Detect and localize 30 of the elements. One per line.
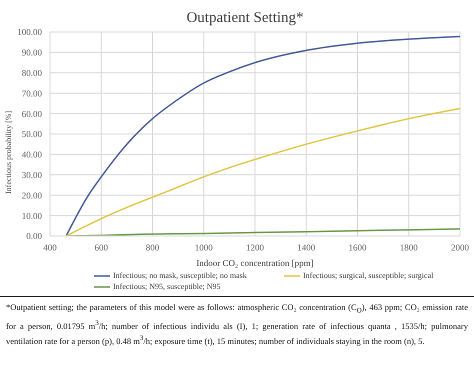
x-tick-label: 1200 (246, 242, 264, 252)
y-axis-title: Infectious probability [%] (4, 110, 13, 194)
x-tick-label: 1400 (297, 242, 316, 252)
y-tick-label: 50.00 (22, 129, 42, 140)
y-tick-label: 90.00 (22, 48, 42, 58)
x-tick-label: 800 (146, 242, 160, 252)
y-tick-label: 10.00 (22, 210, 42, 221)
x-axis-title: Indoor CO₂ concentration [ppm] (196, 258, 314, 268)
line-series (65, 108, 460, 236)
chart-title: Outpatient Setting* (186, 10, 304, 26)
line-series (65, 36, 460, 236)
x-tick-label: 2000 (451, 242, 470, 252)
y-tick-label: 70.00 (22, 88, 42, 98)
legend-label: Infectious; no mask, susceptible; no mask (112, 270, 248, 281)
y-tick-label: 20.00 (22, 190, 42, 200)
y-tick-label: 40.00 (22, 150, 42, 160)
legend-label: Infectious; N95, susceptible; N95 (112, 281, 222, 292)
y-tick-label: 60.00 (22, 108, 42, 119)
x-tick-label: 400 (43, 242, 58, 252)
line-series (65, 228, 460, 236)
x-tick-label: 1000 (194, 242, 214, 252)
y-tick-label: 30.00 (22, 170, 42, 180)
x-tick-label: 600 (94, 242, 108, 252)
text: *Outpatient setting; the parameters of this model were as follows: atmospheric CO₂ concentration (C$_{O}$), 463 ppm; CO₂ emission rate for a person, 0.01795 m$^{3}$/h; number of infectious individu als (I), 1; generation rate of infectious quanta , 1535/h; pulmonary ventilation rate for a person (p), 0.48 m$^{3}$/h; exposure time (t), 15 minutes; number of individuals staying in the room (n), 5. (6, 302, 468, 346)
legend-label: Infectious; surgical, susceptible; surgical (302, 270, 434, 281)
y-tick-label: 80.00 (22, 68, 42, 78)
y-tick-label: 100.00 (17, 27, 42, 38)
x-tick-label: 1600 (348, 242, 367, 252)
x-tick-label: 1800 (400, 242, 418, 252)
y-tick-label: 0.00 (26, 231, 42, 242)
